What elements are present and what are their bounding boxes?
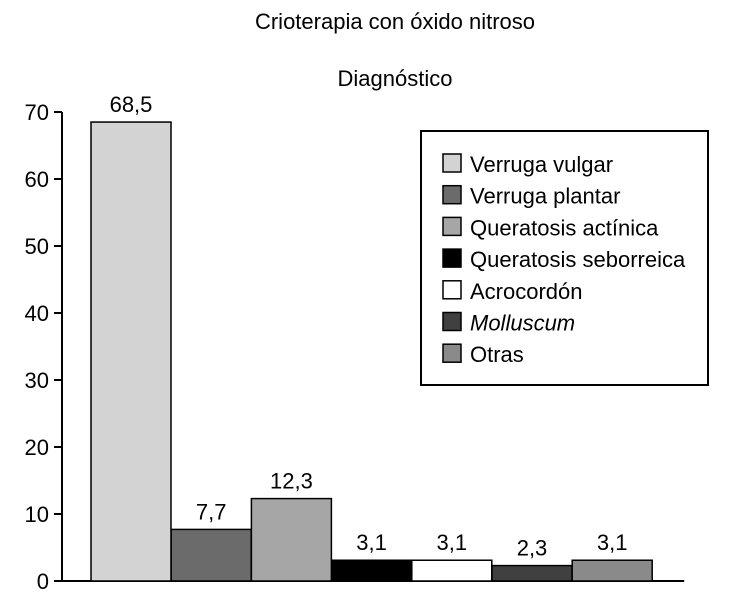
y-tick-label: 40 [25, 301, 49, 326]
y-tick-label: 60 [25, 167, 49, 192]
legend-label: Acrocordón [470, 279, 583, 304]
legend-label: Molluscum [470, 311, 575, 336]
legend-label: Queratosis actínica [470, 215, 659, 240]
legend-swatch [442, 153, 462, 173]
bar-acrocordón [411, 559, 493, 582]
legend: Verruga vulgar Verruga plantar Queratosis … [420, 130, 709, 386]
legend-swatch [442, 184, 462, 205]
y-tick-label: 50 [25, 234, 49, 259]
bar-otras [571, 559, 653, 582]
legend-box [420, 130, 709, 386]
bars: 68,5 7,7 12,3 3,1 3,1 2,3 3,1 [90, 92, 653, 582]
y-tick-label: 0 [37, 569, 49, 594]
legend-label: Otras [470, 342, 524, 367]
legend-swatch [442, 343, 462, 363]
y-tick-label: 30 [25, 368, 49, 393]
legend-swatch [442, 216, 462, 237]
legend-swatch [442, 248, 462, 268]
chart-subtitle: Diagnóstico [338, 66, 453, 91]
bar-value-label: 68,5 [110, 92, 153, 117]
bar-value-label: 7,7 [196, 499, 227, 524]
bar-value-label: 3,1 [437, 530, 468, 555]
legend-label: Queratosis seborreica [470, 247, 686, 272]
y-tick-label: 10 [25, 502, 49, 527]
legend-swatch [442, 280, 462, 300]
legend-label: Verruga plantar [470, 184, 620, 209]
chart-title: Crioterapia con óxido nitroso [255, 9, 535, 34]
bar-value-label: 3,1 [597, 530, 628, 555]
bar-queratosis-actínica [250, 497, 333, 582]
bar-verruga-plantar [170, 528, 252, 582]
y-tick-label: 70 [25, 100, 49, 125]
bar-value-label: 12,3 [270, 469, 313, 494]
bar-verruga-vulgar [90, 121, 172, 582]
legend-label: Verruga vulgar [470, 152, 613, 177]
y-tick-label: 20 [25, 435, 49, 460]
bar-value-label: 3,1 [356, 530, 387, 555]
bar-molluscum [491, 564, 573, 582]
legend-swatch [442, 311, 462, 332]
bar-value-label: 2,3 [517, 536, 548, 561]
bar-queratosis-seborreica [330, 559, 413, 582]
